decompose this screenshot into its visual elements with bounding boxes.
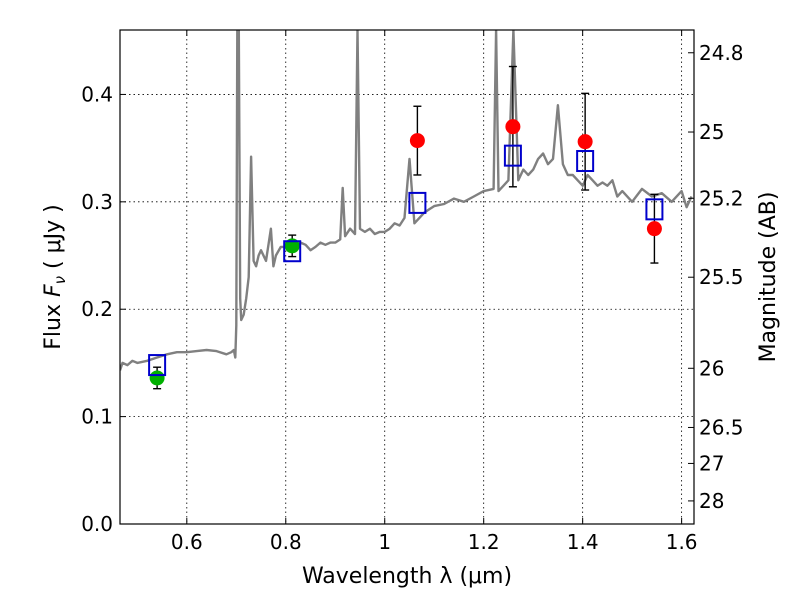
x-tick-label: 1 bbox=[378, 530, 391, 554]
x-tick-label: 1.4 bbox=[567, 530, 599, 554]
x-tick-label: 1.6 bbox=[666, 530, 698, 554]
observed-red-point bbox=[646, 221, 662, 237]
x-tick-label: 0.6 bbox=[171, 530, 203, 554]
x-tick-label: 1.2 bbox=[468, 530, 500, 554]
axis-ticks: 0.6 0.8 1 1.2 1.4 1.6 0.0 0.1 0.2 0.3 0.4 24.8 25 25.… bbox=[81, 30, 744, 554]
model-photometry-square bbox=[283, 240, 302, 263]
x-axis-label: Wavelength λ (μm) bbox=[302, 564, 512, 589]
y-axis-label: Flux Fν ( μJy ) bbox=[41, 204, 69, 349]
y2-tick-label: 26.5 bbox=[699, 415, 744, 439]
grid-lines bbox=[120, 30, 694, 524]
y-tick-label: 0.1 bbox=[81, 405, 113, 429]
model-photometry-square bbox=[645, 198, 664, 221]
model-photometry-square bbox=[576, 150, 595, 173]
observed-red-point bbox=[577, 134, 593, 150]
model-photometry-square bbox=[503, 144, 522, 167]
y-axis-label-subscript: ν bbox=[51, 276, 69, 284]
y2-tick-label: 24.8 bbox=[699, 41, 744, 65]
x-axis-label-math: λ (μm) bbox=[439, 564, 512, 589]
observed-red-point bbox=[505, 119, 521, 135]
y2-tick-label: 27 bbox=[699, 451, 724, 475]
y-tick-label: 0.4 bbox=[81, 82, 113, 106]
y2-tick-label: 25.2 bbox=[699, 186, 744, 210]
model-photometry-square bbox=[148, 354, 167, 377]
y-tick-label: 0.2 bbox=[81, 297, 113, 321]
model-photometry-square bbox=[408, 191, 427, 214]
x-axis-label-text: Wavelength bbox=[302, 564, 440, 589]
y2-tick-label: 28 bbox=[699, 489, 724, 513]
observed-green-point bbox=[149, 370, 165, 386]
y-tick-label: 0.3 bbox=[81, 190, 113, 214]
observed-red-point bbox=[409, 133, 425, 149]
y-tick-label: 0.0 bbox=[81, 512, 113, 536]
y-axis-label-symbol: F bbox=[41, 284, 66, 297]
y-axis-label-unit: ( μJy ) bbox=[41, 204, 66, 276]
y2-tick-label: 25 bbox=[699, 120, 724, 144]
plot-area bbox=[120, 30, 694, 524]
y2-tick-label: 25.5 bbox=[699, 265, 744, 289]
y-axis-label-text: Flux bbox=[41, 297, 66, 350]
y2-axis-label: Magnitude (AB) bbox=[756, 192, 781, 363]
x-tick-label: 0.8 bbox=[270, 530, 302, 554]
model-spectrum-line bbox=[120, 30, 693, 371]
y2-tick-label: 26 bbox=[699, 356, 724, 380]
data-layer bbox=[120, 30, 693, 390]
